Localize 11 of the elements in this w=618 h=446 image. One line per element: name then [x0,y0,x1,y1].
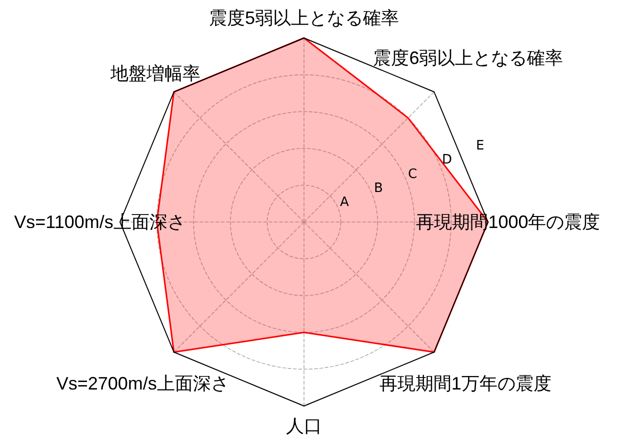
spoke-label: 震度6弱以上となる確率 [373,48,564,68]
spoke-label: 震度5弱以上となる確率 [208,8,400,28]
spoke-label: Vs=2700m/s上面深さ [56,373,229,394]
spoke-label: 地盤増幅率 [109,63,200,84]
y-tick-label: C [408,166,418,182]
y-tick-label: D [442,152,452,168]
spoke-label: 人口 [286,416,322,436]
spoke-label: 再現期間1万年の震度 [379,373,552,394]
y-tick-label: E [476,138,484,154]
y-tick-label: B [374,180,383,196]
y-tick-label: A [340,194,349,210]
